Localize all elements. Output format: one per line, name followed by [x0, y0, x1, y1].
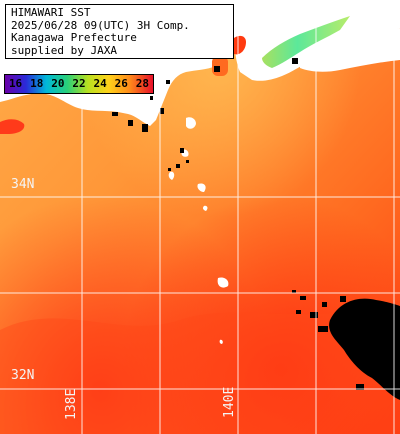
coastal-warm-patch-west — [0, 119, 25, 134]
title-line-1: HIMAWARI SST — [11, 6, 91, 19]
island-miyakejima — [202, 205, 208, 211]
island-oshima — [186, 117, 196, 129]
title-line-3: Kanagawa Prefecture — [11, 31, 137, 44]
legend-label: 22 — [72, 77, 86, 90]
cloud-speckles-coast — [112, 58, 298, 171]
warm-water-band — [0, 300, 400, 434]
cloud-cover-east — [292, 290, 400, 400]
land-boso — [300, 28, 400, 72]
title-line-2: 2025/06/28 09(UTC) 3H Comp. — [11, 18, 190, 32]
island-small — [219, 339, 223, 344]
legend-label: 16 — [8, 77, 23, 90]
island-niijima — [168, 171, 175, 180]
legend-label: 28 — [135, 77, 150, 90]
island-kozushima — [197, 183, 206, 192]
tokyo-bay-water — [262, 16, 350, 68]
temperature-legend: 16 18 20 22 24 26 28 — [4, 74, 154, 94]
legend-label: 18 — [30, 77, 44, 90]
info-box: HIMAWARI SST 2025/06/28 09(UTC) 3H Comp.… — [5, 4, 234, 59]
lat-label-34n: 34N — [11, 177, 35, 192]
title-line-4: supplied by JAXA — [11, 43, 117, 57]
legend-label: 26 — [114, 77, 128, 90]
lon-label-140e: 140E — [222, 386, 237, 418]
bay-warm-patch — [234, 35, 246, 55]
lat-label-32n: 32N — [11, 368, 35, 383]
lon-label-138e: 138E — [64, 388, 79, 420]
legend-label: 20 — [51, 77, 65, 90]
legend-label: 24 — [93, 77, 107, 90]
island-hachijojima — [217, 277, 229, 288]
